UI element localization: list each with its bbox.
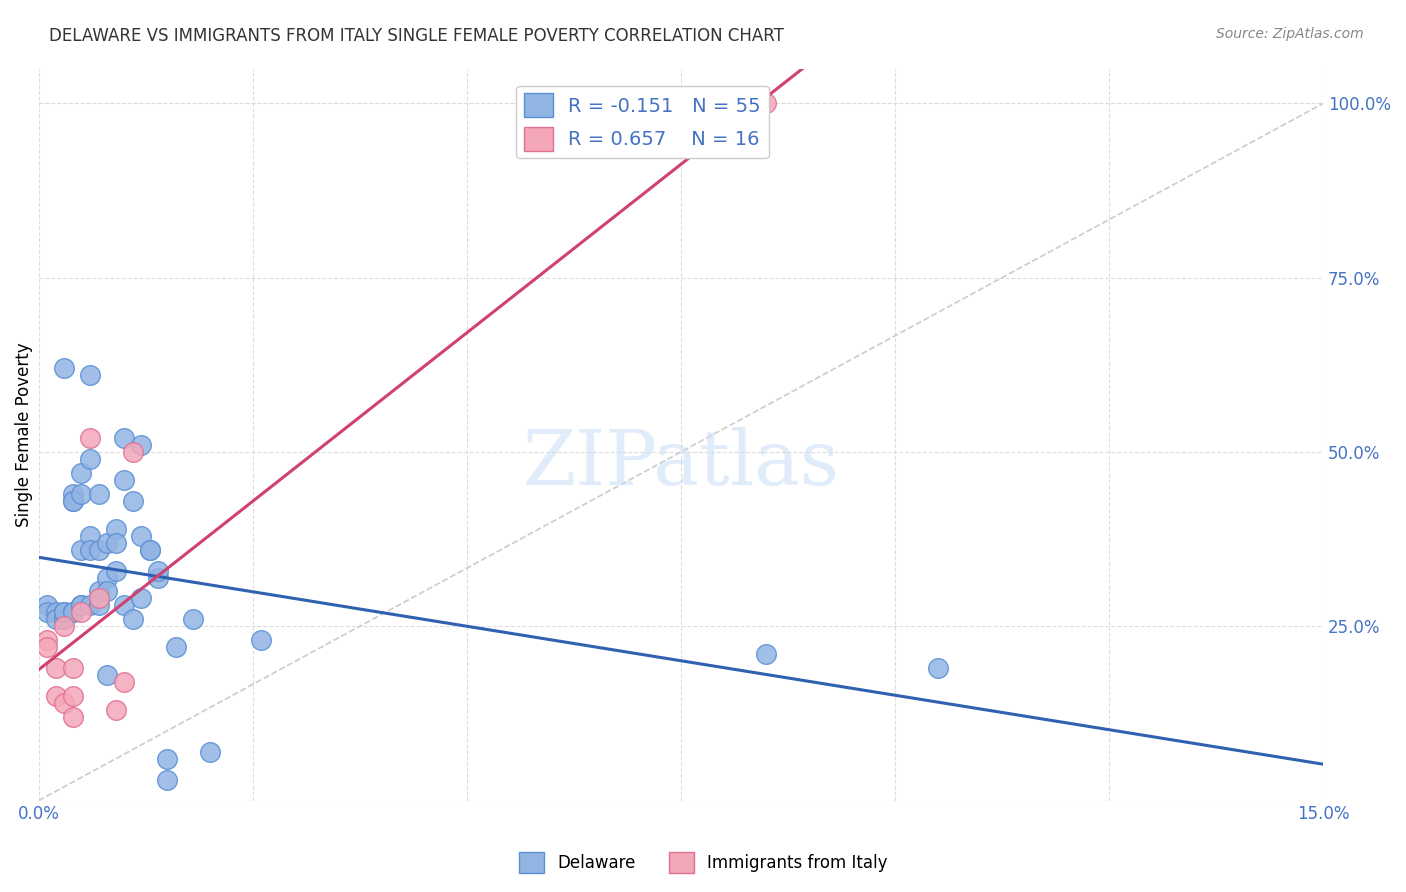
- Point: [131, 591, 153, 606]
- Point: [70, 599, 93, 613]
- Point: [45, 689, 67, 703]
- Point: [37, 633, 59, 648]
- Point: [79, 368, 101, 383]
- Point: [121, 445, 143, 459]
- Point: [62, 493, 84, 508]
- Point: [131, 529, 153, 543]
- Y-axis label: Single Female Poverty: Single Female Poverty: [15, 343, 32, 527]
- Point: [112, 675, 135, 690]
- Point: [45, 661, 67, 675]
- Point: [927, 661, 949, 675]
- Point: [87, 591, 110, 606]
- Point: [37, 599, 59, 613]
- Point: [250, 633, 273, 648]
- Point: [70, 599, 93, 613]
- Point: [45, 612, 67, 626]
- Point: [62, 710, 84, 724]
- Point: [53, 606, 76, 620]
- Point: [87, 487, 110, 501]
- Point: [70, 487, 93, 501]
- Point: [156, 752, 179, 766]
- Point: [70, 466, 93, 480]
- Point: [53, 696, 76, 710]
- Point: [131, 438, 153, 452]
- Point: [755, 647, 778, 661]
- Point: [139, 542, 162, 557]
- Point: [112, 431, 135, 445]
- Point: [96, 668, 118, 682]
- Text: DELAWARE VS IMMIGRANTS FROM ITALY SINGLE FEMALE POVERTY CORRELATION CHART: DELAWARE VS IMMIGRANTS FROM ITALY SINGLE…: [49, 27, 785, 45]
- Legend: R = -0.151   N = 55, R = 0.657    N = 16: R = -0.151 N = 55, R = 0.657 N = 16: [516, 86, 769, 158]
- Point: [104, 535, 127, 549]
- Point: [79, 452, 101, 467]
- Point: [198, 745, 221, 759]
- Point: [37, 606, 59, 620]
- Point: [53, 612, 76, 626]
- Point: [53, 361, 76, 376]
- Point: [121, 493, 143, 508]
- Point: [37, 640, 59, 655]
- Point: [53, 606, 76, 620]
- Point: [104, 522, 127, 536]
- Point: [96, 584, 118, 599]
- Point: [62, 493, 84, 508]
- Point: [112, 473, 135, 487]
- Point: [121, 612, 143, 626]
- Point: [148, 570, 170, 584]
- Legend: Delaware, Immigrants from Italy: Delaware, Immigrants from Italy: [512, 846, 894, 880]
- Point: [79, 431, 101, 445]
- Point: [112, 599, 135, 613]
- Point: [45, 606, 67, 620]
- Point: [87, 584, 110, 599]
- Point: [96, 570, 118, 584]
- Point: [70, 606, 93, 620]
- Point: [79, 599, 101, 613]
- Text: ZIPatlas: ZIPatlas: [523, 427, 839, 500]
- Point: [62, 487, 84, 501]
- Text: Source: ZipAtlas.com: Source: ZipAtlas.com: [1216, 27, 1364, 41]
- Point: [181, 612, 204, 626]
- Point: [79, 542, 101, 557]
- Point: [53, 619, 76, 633]
- Point: [62, 661, 84, 675]
- Point: [62, 606, 84, 620]
- Point: [96, 535, 118, 549]
- Point: [79, 529, 101, 543]
- Point: [755, 96, 778, 111]
- Point: [87, 542, 110, 557]
- Point: [53, 612, 76, 626]
- Point: [104, 564, 127, 578]
- Point: [165, 640, 187, 655]
- Point: [148, 564, 170, 578]
- Point: [70, 542, 93, 557]
- Point: [62, 606, 84, 620]
- Point: [156, 772, 179, 787]
- Point: [104, 703, 127, 717]
- Point: [87, 599, 110, 613]
- Point: [62, 689, 84, 703]
- Point: [139, 542, 162, 557]
